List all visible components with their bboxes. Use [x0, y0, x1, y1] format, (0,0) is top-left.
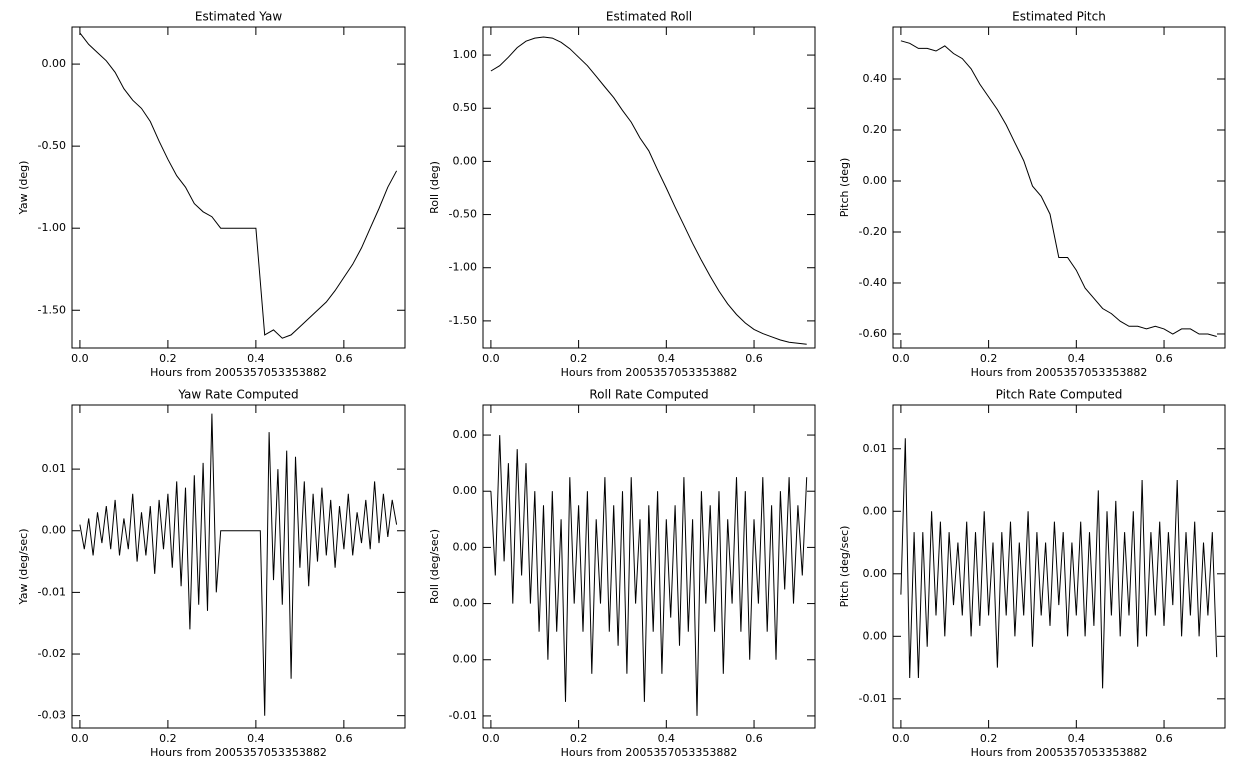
x-tick-label: 0.2: [980, 352, 998, 365]
x-axis-label: Hours from 2005357053353882: [971, 746, 1148, 759]
y-tick-label: 0.01: [42, 462, 67, 475]
y-tick-label: -0.40: [859, 276, 887, 289]
y-tick-label: 0.00: [453, 154, 478, 167]
x-axis-label: Hours from 2005357053353882: [150, 366, 327, 379]
data-line: [490, 36, 807, 345]
subplot: Estimated Pitch Hours from 20053570533538…: [838, 10, 1226, 379]
y-tick-label: 0.00: [863, 504, 888, 517]
y-tick-label: 0.00: [42, 524, 67, 537]
x-tick-label: 0.6: [335, 732, 353, 745]
x-tick-label: 0.0: [892, 732, 910, 745]
y-tick-label: 0.00: [453, 653, 478, 666]
y-tick-label: 0.00: [863, 174, 888, 187]
y-tick-label: -0.50: [449, 208, 477, 221]
plot-frame: [482, 404, 816, 729]
y-tick-label: -1.00: [449, 261, 477, 274]
x-tick-label: 0.2: [570, 732, 588, 745]
x-tick-label: 0.6: [745, 732, 763, 745]
y-tick-label: -1.50: [449, 314, 477, 327]
subplot-title: Yaw Rate Computed: [177, 388, 298, 402]
subplot: Estimated Yaw Hours from 2005357053353882…: [17, 10, 406, 379]
y-tick-label: -0.01: [38, 585, 66, 598]
y-tick-label: 0.00: [453, 428, 478, 441]
subplot: Estimated Roll Hours from 200535705335388…: [428, 10, 816, 379]
x-tick-label: 0.0: [482, 352, 500, 365]
x-tick-label: 0.0: [892, 352, 910, 365]
y-tick-label: -1.00: [38, 221, 66, 234]
data-line: [79, 413, 398, 716]
y-tick-label: -0.60: [859, 327, 887, 340]
y-tick-label: -0.03: [38, 709, 66, 722]
subplot-title: Estimated Roll: [606, 10, 692, 24]
y-tick-label: -0.01: [449, 709, 477, 722]
plot-frame: [71, 26, 406, 349]
y-axis-label: Roll (deg): [428, 161, 441, 214]
subplot: Yaw Rate Computed Hours from 200535705335…: [17, 388, 406, 759]
y-tick-label: -1.50: [38, 303, 66, 316]
x-axis-label: Hours from 2005357053353882: [561, 746, 738, 759]
x-tick-label: 0.4: [1068, 352, 1086, 365]
subplot-title: Estimated Pitch: [1012, 10, 1106, 24]
y-tick-label: -0.50: [38, 139, 66, 152]
subplot-title: Estimated Yaw: [195, 10, 282, 24]
subplot: Roll Rate Computed Hours from 20053570533…: [428, 388, 816, 759]
plot-frame: [71, 404, 406, 729]
x-axis-label: Hours from 2005357053353882: [150, 746, 327, 759]
x-tick-label: 0.4: [1068, 732, 1086, 745]
y-tick-label: 0.40: [863, 72, 888, 85]
y-tick-label: 0.00: [453, 597, 478, 610]
y-tick-label: 1.00: [453, 48, 478, 61]
y-tick-label: 0.00: [863, 629, 888, 642]
y-tick-label: -0.01: [859, 692, 887, 705]
y-axis-label: Yaw (deg): [17, 161, 30, 216]
x-tick-label: 0.6: [1155, 352, 1173, 365]
x-tick-label: 0.0: [71, 352, 89, 365]
x-tick-label: 0.6: [1155, 732, 1173, 745]
subplot-title: Roll Rate Computed: [589, 388, 708, 402]
data-line: [490, 435, 808, 716]
data-line: [79, 32, 398, 339]
y-tick-label: 0.00: [453, 540, 478, 553]
y-axis-label: Yaw (deg/sec): [17, 528, 30, 605]
x-axis-label: Hours from 2005357053353882: [971, 366, 1148, 379]
x-tick-label: 0.4: [658, 352, 676, 365]
subplot-title: Pitch Rate Computed: [996, 388, 1123, 402]
x-tick-label: 0.2: [159, 352, 177, 365]
x-tick-label: 0.6: [745, 352, 763, 365]
y-axis-label: Pitch (deg): [838, 158, 851, 218]
x-tick-label: 0.4: [247, 352, 265, 365]
y-tick-label: 0.00: [42, 57, 67, 70]
data-line: [900, 40, 1217, 337]
x-tick-label: 0.2: [980, 732, 998, 745]
y-tick-label: 0.50: [453, 101, 478, 114]
subplot: Pitch Rate Computed Hours from 2005357053…: [838, 388, 1226, 759]
y-tick-label: 0.20: [863, 123, 888, 136]
y-axis-label: Pitch (deg/sec): [838, 526, 851, 608]
x-tick-label: 0.2: [570, 352, 588, 365]
data-line: [900, 438, 1218, 689]
y-axis-label: Roll (deg/sec): [428, 529, 441, 604]
y-tick-label: 0.01: [863, 442, 888, 455]
y-tick-label: 0.00: [453, 484, 478, 497]
x-tick-label: 0.4: [247, 732, 265, 745]
x-tick-label: 0.2: [159, 732, 177, 745]
y-tick-label: -0.02: [38, 647, 66, 660]
plot-frame: [892, 26, 1226, 349]
x-tick-label: 0.0: [71, 732, 89, 745]
x-tick-label: 0.0: [482, 732, 500, 745]
y-tick-label: 0.00: [863, 567, 888, 580]
x-tick-label: 0.6: [335, 352, 353, 365]
y-tick-label: -0.20: [859, 225, 887, 238]
x-axis-label: Hours from 2005357053353882: [561, 366, 738, 379]
plot-frame: [892, 404, 1226, 729]
x-tick-label: 0.4: [658, 732, 676, 745]
plot-frame: [482, 26, 816, 349]
